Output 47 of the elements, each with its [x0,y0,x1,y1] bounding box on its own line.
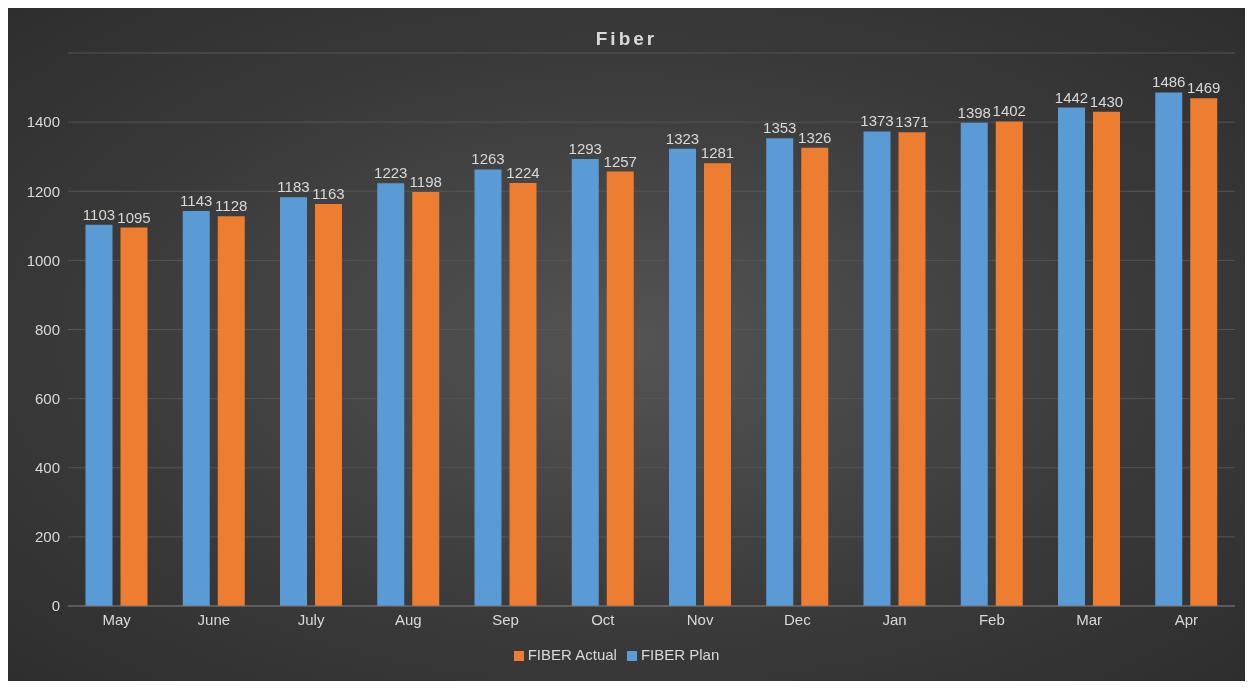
x-tick-label: Mar [1076,610,1103,628]
y-tick-label: 1200 [26,182,60,200]
data-label: 1371 [895,113,929,131]
data-label: 1263 [471,150,505,168]
y-tick-label: 200 [34,528,60,546]
x-tick-label: Jan [882,610,907,628]
x-tick-label: July [297,610,325,628]
data-label: 1128 [215,197,248,215]
data-label: 1323 [665,129,700,147]
x-tick-label: Sep [492,610,519,628]
data-label: 1293 [568,140,602,158]
x-tick-label: June [197,610,231,628]
x-tick-label: Feb [978,610,1005,628]
legend-label: FIBER Actual [527,646,617,663]
data-label: 1281 [700,144,735,162]
x-tick-label: May [102,610,132,628]
y-tick-label: 400 [34,459,60,477]
data-label: 1353 [763,119,797,137]
data-label: 1163 [312,185,345,203]
data-label: 1095 [117,208,151,226]
data-label: 1398 [957,103,991,121]
data-label: 1430 [1089,92,1124,110]
data-label: 1486 [1152,73,1186,91]
x-tick-label: Dec [784,610,812,628]
data-label: 1198 [409,172,442,190]
data-label: 1373 [860,112,894,130]
y-tick-label: 0 [51,597,60,615]
data-label: 1326 [798,128,832,146]
data-label: 1402 [992,102,1026,120]
data-label: 1469 [1187,79,1221,97]
chart-title: Fiber [594,28,659,50]
x-tick-label: Oct [591,610,616,628]
data-label: 1257 [603,152,637,170]
x-tick-label: Nov [686,610,714,628]
data-label: 1223 [374,164,408,182]
data-label: 1143 [180,191,213,209]
x-tick-label: Aug [395,610,422,628]
y-tick-label: 1400 [26,113,60,131]
y-tick-label: 800 [34,320,60,338]
data-label: 1103 [82,205,116,223]
y-tick-label: 600 [34,389,60,407]
data-label: 1442 [1054,88,1089,106]
data-label: 1183 [277,178,310,196]
y-tick-label: 1000 [26,251,60,269]
x-tick-label: Apr [1174,610,1199,628]
legend-label: FIBER Plan [640,646,720,663]
data-label: 1224 [506,163,540,181]
